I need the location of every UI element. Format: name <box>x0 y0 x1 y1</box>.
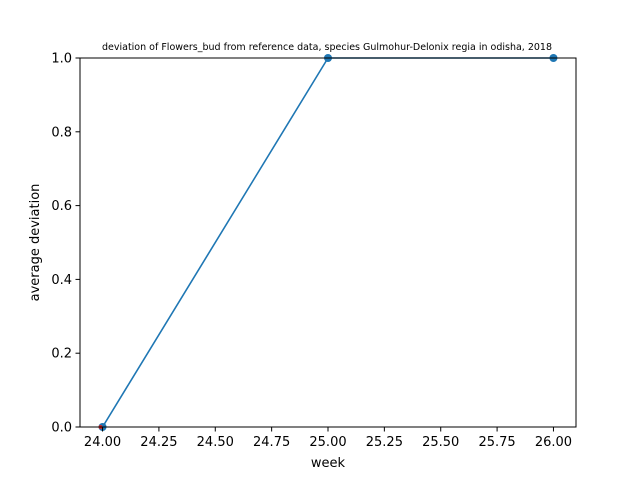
y-tick-label: 0.6 <box>51 199 72 214</box>
y-tick-label: 0.0 <box>51 421 72 436</box>
x-tick-label: 25.00 <box>309 435 346 450</box>
x-tick-label: 25.50 <box>422 435 459 450</box>
x-axis-label: week <box>311 456 346 471</box>
y-tick-label: 0.4 <box>51 273 72 288</box>
x-tick-label: 24.50 <box>197 435 234 450</box>
x-tick-label: 24.25 <box>140 435 177 450</box>
y-tick-label: 0.2 <box>51 347 72 362</box>
y-tick-label: 1.0 <box>51 52 72 67</box>
chart-title: deviation of Flowers_bud from reference … <box>102 42 552 53</box>
x-tick-label: 24.75 <box>253 435 290 450</box>
y-axis: 0.0 0.2 0.4 0.6 0.8 1.0 <box>51 52 80 436</box>
x-tick-label: 25.75 <box>478 435 515 450</box>
x-tick-label: 25.25 <box>366 435 403 450</box>
y-axis-label: average deviation <box>28 184 43 302</box>
x-tick-label: 26.00 <box>535 435 572 450</box>
x-tick-label: 24.00 <box>84 435 121 450</box>
x-axis: 24.00 24.25 24.50 24.75 25.00 25.25 25.50 25.75… <box>84 427 572 450</box>
y-tick-label: 0.8 <box>51 125 72 140</box>
